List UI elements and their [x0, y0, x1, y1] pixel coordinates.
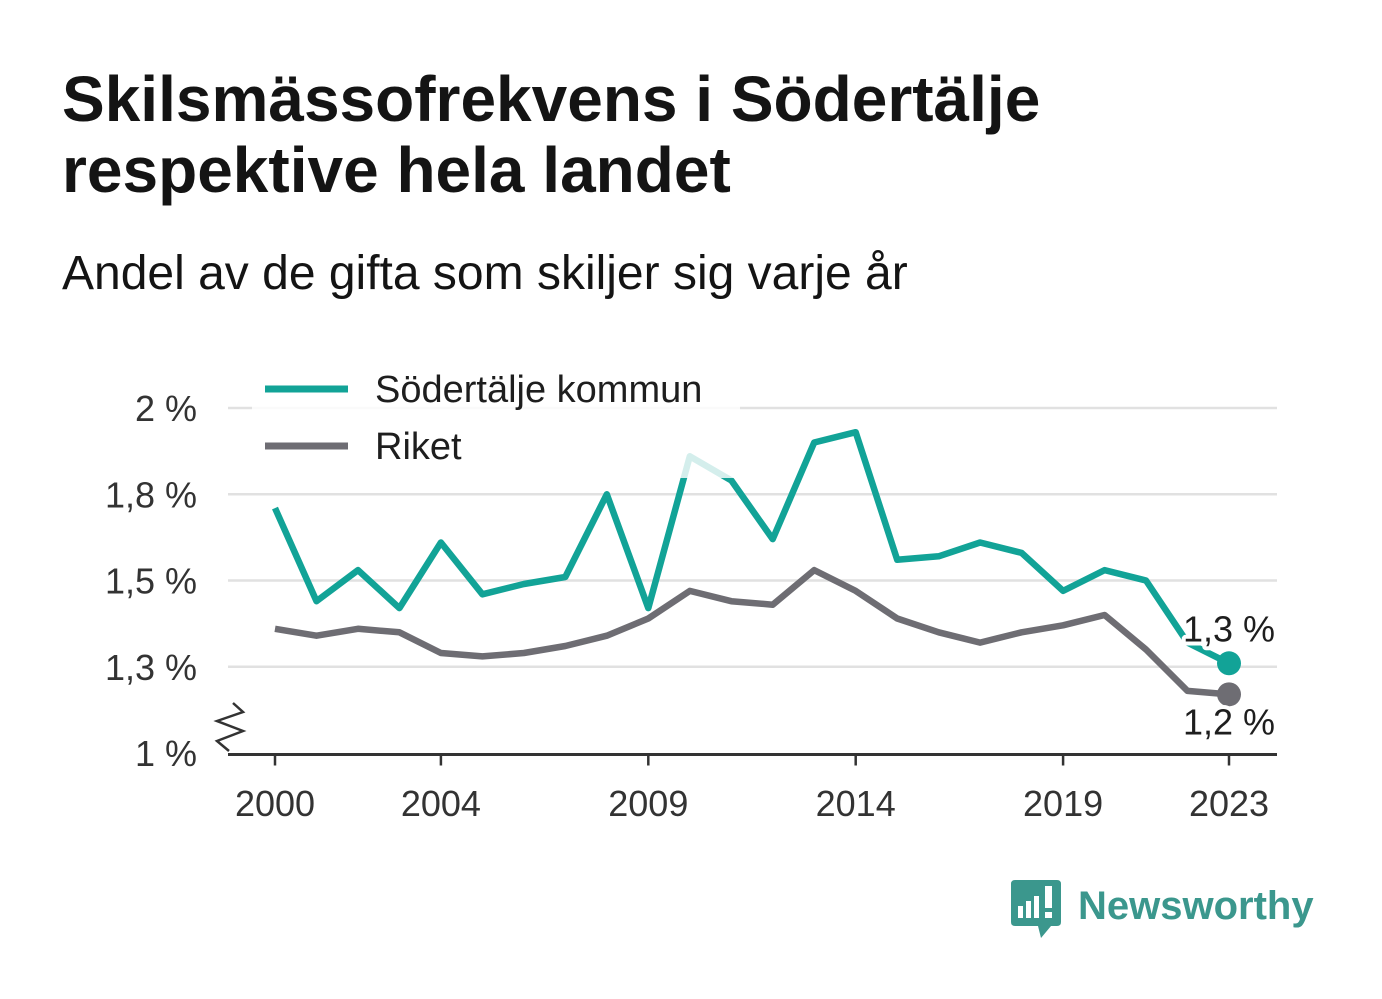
y-tick-label: 2 %: [135, 388, 197, 429]
logo-wordmark: Newsworthy: [1078, 884, 1314, 928]
series-line-riket: [274, 566, 1230, 698]
x-tick-label: 2009: [608, 783, 688, 824]
legend: Södertälje kommun Riket: [252, 358, 740, 478]
x-tick-label: 2004: [401, 783, 481, 824]
series-lines: [272, 428, 1231, 698]
x-tick-label: 2023: [1189, 783, 1269, 824]
x-tick-label: 2019: [1023, 783, 1103, 824]
chart-title: Skilsmässofrekvens i Södertälje respekti…: [62, 63, 1041, 206]
x-tick-label: 2000: [235, 783, 315, 824]
logo-exclamation-dot: [1045, 912, 1052, 918]
x-tick-label: 2014: [816, 783, 896, 824]
y-axis-break-icon: [213, 702, 247, 752]
series-line-sodertalje-kommun: [272, 428, 1231, 667]
logo-bar: [1026, 901, 1031, 918]
end-point-markers: [1217, 651, 1241, 707]
newsworthy-bubble-icon: [1011, 880, 1061, 938]
newsworthy-logo: Newsworthy: [1011, 880, 1314, 938]
logo-exclamation: [1045, 886, 1052, 908]
legend-background: [252, 358, 740, 478]
logo-bar: [1018, 906, 1023, 918]
end-value-label: 1,3 %: [1183, 608, 1275, 649]
y-tick-label: 1 %: [135, 733, 197, 774]
chart-subtitle: Andel av de gifta som skiljer sig varje …: [62, 247, 908, 300]
end-point-marker-sodertalje-kommun: [1217, 651, 1241, 676]
y-tick-label: 1,3 %: [105, 647, 197, 688]
gridlines: [228, 406, 1277, 668]
end-value-label: 1,2 %: [1183, 701, 1275, 742]
legend-label: Södertälje kommun: [375, 369, 702, 411]
axes: 2 % 1,8 % 1,5 % 1,3 % 1 % 2000 2004 2009 2014 201…: [105, 388, 1277, 824]
logo-bar: [1034, 896, 1039, 918]
y-tick-label: 1,8 %: [105, 474, 197, 515]
end-point-marker-riket: [1217, 682, 1241, 707]
legend-label: Riket: [375, 426, 462, 468]
y-tick-label: 1,5 %: [105, 561, 197, 602]
end-value-labels: 1,3 % 1,2 %: [1179, 604, 1279, 746]
